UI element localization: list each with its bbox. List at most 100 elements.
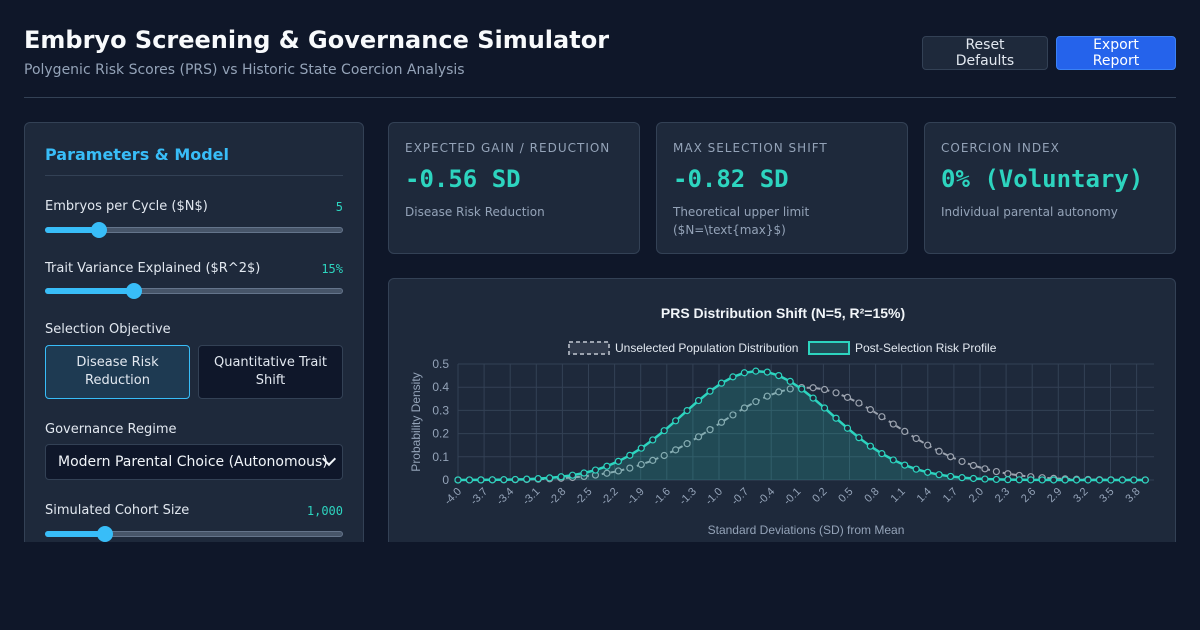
post-selection-point bbox=[1084, 476, 1092, 484]
header-actions: Reset Defaults Export Report bbox=[922, 36, 1176, 70]
x-tick-label: -0.7 bbox=[729, 486, 751, 508]
post-selection-point bbox=[740, 369, 748, 377]
unselected-point bbox=[729, 411, 737, 419]
unselected-point bbox=[775, 388, 783, 396]
post-selection-point bbox=[1130, 476, 1138, 484]
x-tick-label: -0.1 bbox=[782, 486, 804, 508]
post-selection-point bbox=[901, 461, 909, 469]
post-selection-point bbox=[649, 436, 657, 444]
slider-thumb[interactable] bbox=[126, 283, 143, 299]
variance-slider[interactable] bbox=[45, 282, 343, 300]
unselected-point bbox=[614, 467, 622, 475]
unselected-point bbox=[786, 385, 794, 393]
post-selection-point bbox=[580, 469, 588, 477]
legend-swatch-post-selection bbox=[808, 341, 850, 355]
card-value: -0.56 SD bbox=[405, 165, 521, 193]
post-selection-point bbox=[557, 473, 565, 481]
post-selection-point bbox=[992, 475, 1000, 484]
post-selection-point bbox=[603, 462, 611, 470]
post-selection-point bbox=[1118, 476, 1126, 484]
y-tick-label: 0.4 bbox=[432, 380, 449, 394]
post-selection-point bbox=[729, 373, 737, 381]
unselected-point bbox=[832, 389, 840, 397]
post-selection-point bbox=[752, 367, 760, 375]
reset-defaults-button[interactable]: Reset Defaults bbox=[922, 36, 1048, 70]
unselected-point bbox=[660, 451, 668, 460]
unselected-point bbox=[889, 420, 897, 428]
slider-fill bbox=[45, 288, 135, 294]
variance-label: Trait Variance Explained ($R^2$) bbox=[45, 261, 261, 276]
post-selection-point bbox=[1015, 476, 1023, 484]
unselected-point bbox=[958, 457, 966, 466]
slider-fill bbox=[45, 227, 99, 233]
post-selection-point bbox=[488, 476, 496, 484]
y-axis-label: Probability Density bbox=[409, 372, 423, 471]
governance-selected-value: Modern Parental Choice (Autonomous) bbox=[58, 454, 328, 470]
embryos-slider[interactable] bbox=[45, 221, 343, 239]
post-selection-point bbox=[500, 476, 508, 484]
cohort-slider[interactable] bbox=[45, 525, 343, 543]
legend-label-unselected: Unselected Population Distribution bbox=[615, 341, 798, 355]
post-selection-point bbox=[889, 456, 897, 464]
post-selection-point bbox=[878, 450, 886, 458]
x-tick-label: 1.7 bbox=[941, 486, 960, 505]
unselected-point bbox=[820, 385, 829, 394]
post-selection-point bbox=[809, 394, 817, 402]
card-value: 0% (Voluntary) bbox=[941, 165, 1144, 193]
x-tick-label: -2.2 bbox=[599, 486, 621, 508]
post-selection-point bbox=[935, 471, 943, 479]
unselected-point bbox=[706, 426, 714, 434]
y-tick-label: 0.5 bbox=[432, 357, 449, 371]
post-selection-point bbox=[614, 457, 622, 465]
panel-divider bbox=[45, 175, 343, 176]
post-selection-point bbox=[1038, 476, 1046, 484]
cohort-value: 1,000 bbox=[306, 504, 343, 518]
variance-value: 15% bbox=[321, 262, 343, 276]
chart-title: PRS Distribution Shift (N=5, R²=15%) bbox=[661, 305, 905, 321]
post-selection-point bbox=[591, 466, 600, 474]
post-selection-point bbox=[855, 434, 863, 442]
x-axis-label: Standard Deviations (SD) from Mean bbox=[708, 523, 905, 537]
x-tick-label: -3.4 bbox=[494, 486, 516, 508]
post-selection-point bbox=[866, 442, 874, 450]
slider-thumb[interactable] bbox=[96, 526, 113, 542]
slider-thumb[interactable] bbox=[90, 222, 107, 238]
max-selection-shift-card: MAX SELECTION SHIFT -0.82 SD Theoretical… bbox=[656, 122, 908, 254]
x-tick-label: -1.6 bbox=[651, 486, 673, 508]
x-tick-label: -1.0 bbox=[703, 486, 725, 508]
export-report-button[interactable]: Export Report bbox=[1056, 36, 1176, 70]
unselected-point bbox=[809, 384, 817, 392]
x-tick-label: -4.0 bbox=[442, 486, 464, 508]
objective-label: Selection Objective bbox=[45, 322, 171, 337]
unselected-point bbox=[901, 427, 909, 435]
post-selection-point bbox=[820, 404, 829, 412]
governance-select[interactable]: Modern Parental Choice (Autonomous) bbox=[45, 444, 343, 480]
unselected-point bbox=[946, 453, 955, 461]
objective-disease-risk-button[interactable]: Disease Risk Reduction bbox=[45, 345, 190, 399]
x-tick-label: -3.7 bbox=[468, 486, 490, 508]
panel-title: Parameters & Model bbox=[45, 145, 230, 164]
post-selection-point bbox=[568, 471, 577, 479]
post-selection-point bbox=[843, 424, 852, 432]
post-selection-point bbox=[1107, 476, 1115, 484]
x-tick-label: 0.2 bbox=[810, 486, 829, 505]
post-selection-point bbox=[798, 385, 806, 393]
x-tick-label: -0.4 bbox=[755, 486, 777, 508]
unselected-point bbox=[912, 434, 920, 443]
card-note: Individual parental autonomy bbox=[941, 205, 1118, 219]
post-selection-point bbox=[969, 474, 978, 483]
x-tick-label: 2.9 bbox=[1045, 486, 1064, 505]
unselected-point bbox=[1004, 470, 1012, 478]
post-selection-point bbox=[1061, 476, 1069, 484]
post-selection-point bbox=[946, 472, 955, 481]
objective-quantitative-trait-button[interactable]: Quantitative Trait Shift bbox=[198, 345, 343, 399]
post-selection-point bbox=[477, 476, 485, 484]
post-selection-point bbox=[511, 475, 519, 484]
unselected-point bbox=[935, 447, 943, 455]
header: Embryo Screening & Governance Simulator … bbox=[24, 24, 1176, 98]
unselected-point bbox=[969, 461, 978, 470]
page-subtitle: Polygenic Risk Scores (PRS) vs Historic … bbox=[24, 62, 465, 78]
parameters-panel: Parameters & Model Embryos per Cycle ($N… bbox=[24, 122, 364, 562]
post-selection-point bbox=[660, 427, 668, 435]
governance-label: Governance Regime bbox=[45, 422, 177, 437]
